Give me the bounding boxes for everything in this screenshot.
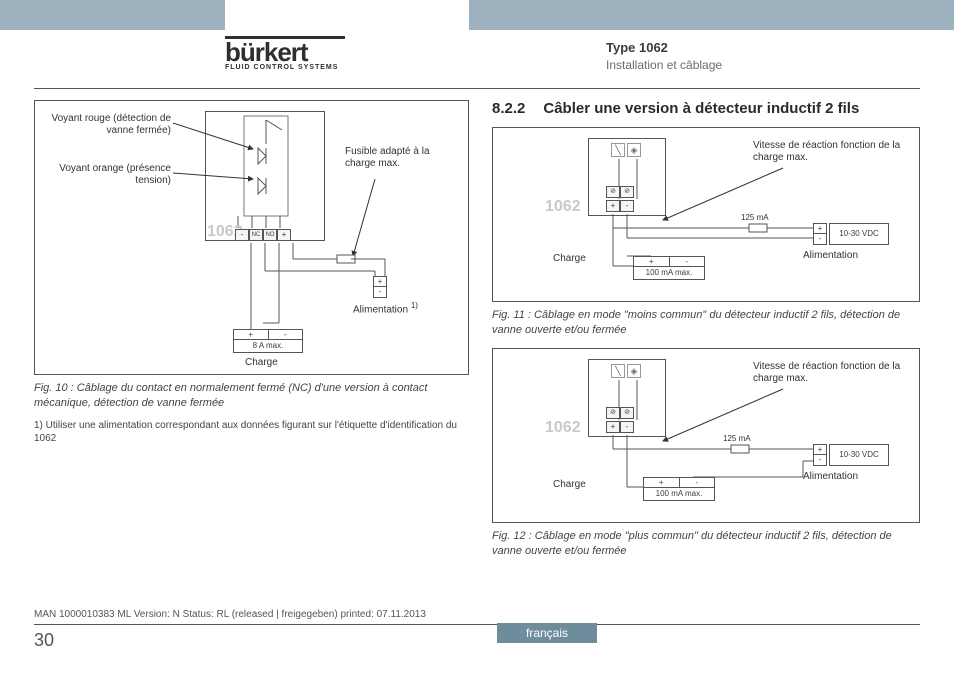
fig10-caption: Fig. 10 : Câblage du contact en normalem… [34, 381, 469, 411]
load-minus-12: - [680, 478, 715, 487]
supply-minus-11: - [814, 234, 826, 244]
supply-v-11: 10-30 VDC [829, 223, 889, 245]
load-plus-12: + [644, 478, 680, 487]
supply-pm-12: + - [813, 444, 827, 466]
supply-plus: + [374, 277, 386, 287]
load-box: + - 8 A max. [233, 329, 303, 353]
doc-header: Type 1062 Installation et câblage [606, 40, 722, 72]
fig12-caption: Fig. 12 : Câblage en mode "plus commun" … [492, 529, 920, 559]
supply-sup: 1) [411, 301, 418, 310]
section-title: Câbler une version à détecteur inductif … [543, 100, 859, 117]
top-accent-right [469, 0, 954, 30]
load-label: Charge [245, 357, 278, 369]
figure-12: ╲ ◈ 1062 ⊘ ⊘ + - Vitesse de réaction fon… [492, 348, 920, 523]
figure-10: Voyant rouge (détection de vanne fermée)… [34, 100, 469, 375]
load-minus-11: - [670, 257, 705, 266]
left-column: Voyant rouge (détection de vanne fermée)… [34, 100, 469, 446]
load-label-11: Charge [553, 253, 586, 265]
brand-tagline: FLUID CONTROL SYSTEMS [225, 64, 370, 71]
fig11-caption: Fig. 11 : Câblage en mode "moins commun"… [492, 308, 920, 338]
type-line: Type 1062 [606, 40, 722, 55]
supply-text: Alimentation [353, 304, 408, 315]
wiring-11 [493, 128, 921, 303]
supply-label-12: Alimentation [803, 471, 858, 483]
footnote: 1) Utiliser une alimentation corresponda… [34, 419, 469, 446]
footer-rule [34, 624, 920, 625]
section-heading: 8.2.2 Câbler une version à détecteur ind… [492, 100, 920, 117]
right-column: 8.2.2 Câbler une version à détecteur ind… [492, 100, 920, 558]
figure-11: ╲ ◈ 1062 ⊘ ⊘ + - Vitesse de réaction fon… [492, 127, 920, 302]
fuse-11: 125 mA [741, 213, 769, 223]
section-number: 8.2.2 [492, 100, 525, 117]
supply-plus-11: + [814, 224, 826, 234]
supply-plus-12: + [814, 445, 826, 455]
load-plus: + [234, 330, 269, 339]
load-spec-12: 100 mA max. [644, 488, 714, 500]
supply-minus: - [374, 287, 386, 297]
supply-minus-12: - [814, 455, 826, 465]
subtitle: Installation et câblage [606, 58, 722, 72]
brand-logo: bürkert FLUID CONTROL SYSTEMS [225, 36, 370, 71]
load-box-12: + - 100 mA max. [643, 477, 715, 501]
load-label-12: Charge [553, 479, 586, 491]
supply-pm-11: + - [813, 223, 827, 245]
load-spec: 8 A max. [234, 340, 302, 352]
page: bürkert FLUID CONTROL SYSTEMS Type 1062 … [0, 0, 954, 673]
load-minus: - [269, 330, 303, 339]
load-plus-11: + [634, 257, 670, 266]
fuse-12: 125 mA [723, 434, 751, 444]
footer-meta: MAN 1000010383 ML Version: N Status: RL … [34, 609, 426, 620]
load-spec-11: 100 mA max. [634, 267, 704, 279]
top-accent-left [0, 0, 225, 30]
brand-name: bürkert [225, 41, 370, 64]
supply-terminals: + - [373, 276, 387, 298]
supply-v-12: 10-30 VDC [829, 444, 889, 466]
language-pill: français [497, 623, 597, 643]
supply-label: Alimentation 1) [353, 301, 418, 316]
page-number: 30 [34, 630, 54, 651]
load-box-11: + - 100 mA max. [633, 256, 705, 280]
supply-label-11: Alimentation [803, 250, 858, 262]
header-rule [34, 88, 920, 89]
